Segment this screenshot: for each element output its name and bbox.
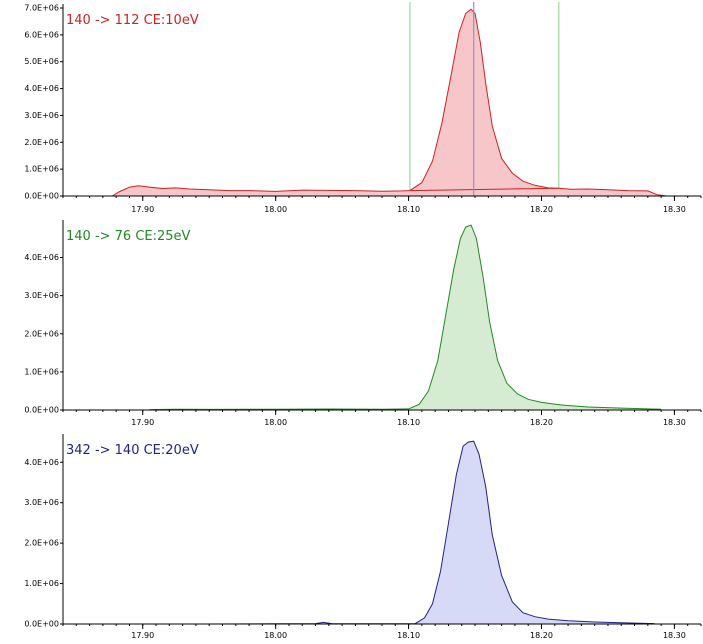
- y-tick-label: 3.0E+06: [24, 291, 59, 300]
- x-tick-label: 17.90: [131, 205, 154, 214]
- chart-panel-3: 0.0E+00 1.0E+06 2.0E+06 3.0E+06 4.0E+06 17.90…: [24, 434, 702, 640]
- trace-title: 140 -> 112 CE:10eV: [66, 13, 199, 28]
- y-tick-label: 0.0E+00: [24, 620, 59, 629]
- peak-area-fill-1: [149, 225, 662, 410]
- x-tick-label: 18.00: [264, 631, 287, 640]
- y-tick-label: 7.0E+06: [24, 4, 59, 13]
- y-tick-label: 1.0E+06: [24, 367, 59, 376]
- x-tick-label: 18.20: [530, 418, 553, 427]
- y-tick-label: 4.0E+06: [24, 253, 59, 262]
- x-tick-label: 18.10: [397, 205, 420, 214]
- y-tick-label: 3.0E+06: [24, 111, 59, 120]
- chart-panel-2: 0.0E+00 1.0E+06 2.0E+06 3.0E+06 4.0E+06 17.90…: [24, 220, 702, 427]
- y-tick-label: 4.0E+06: [24, 458, 59, 467]
- y-tick-label: 1.0E+06: [24, 579, 59, 588]
- x-tick-label: 18.10: [397, 418, 420, 427]
- chart-panel-1: 0.0E+00 1.0E+06 2.0E+06 3.0E+06 4.0E+06 5.0E+…: [24, 2, 702, 214]
- x-tick-label: 18.30: [663, 418, 686, 427]
- trace-line-1: [111, 8, 667, 197]
- y-tick-label: 5.0E+06: [24, 57, 59, 66]
- x-tick-label: 18.20: [530, 631, 553, 640]
- x-tick-label: 17.90: [131, 418, 154, 427]
- trace-line-1: [89, 440, 655, 625]
- y-tick-label: 1.0E+06: [24, 165, 59, 174]
- y-tick-label: 2.0E+06: [24, 539, 59, 548]
- y-tick-label: 6.0E+06: [24, 30, 59, 39]
- x-tick-label: 18.10: [397, 631, 420, 640]
- peak-area-fill-1: [89, 441, 655, 624]
- x-tick-label: 18.30: [663, 631, 686, 640]
- peak-area-fill-1: [112, 9, 667, 196]
- y-tick-label: 2.0E+06: [24, 138, 59, 147]
- trace-title: 342 -> 140 CE:20eV: [66, 443, 199, 458]
- y-tick-label: 0.0E+00: [24, 192, 59, 201]
- y-tick-label: 0.0E+00: [24, 406, 59, 415]
- y-tick-label: 2.0E+06: [24, 329, 59, 338]
- y-tick-label: 3.0E+06: [24, 498, 59, 507]
- x-tick-label: 17.90: [131, 631, 154, 640]
- trace-title: 140 -> 76 CE:25eV: [66, 229, 191, 244]
- x-tick-label: 18.30: [663, 205, 686, 214]
- x-tick-label: 18.00: [264, 418, 287, 427]
- x-tick-label: 18.20: [530, 205, 553, 214]
- trace-line-1: [149, 224, 662, 411]
- integration-baseline: [409, 187, 559, 192]
- x-tick-label: 18.00: [264, 205, 287, 214]
- y-tick-label: 4.0E+06: [24, 84, 59, 93]
